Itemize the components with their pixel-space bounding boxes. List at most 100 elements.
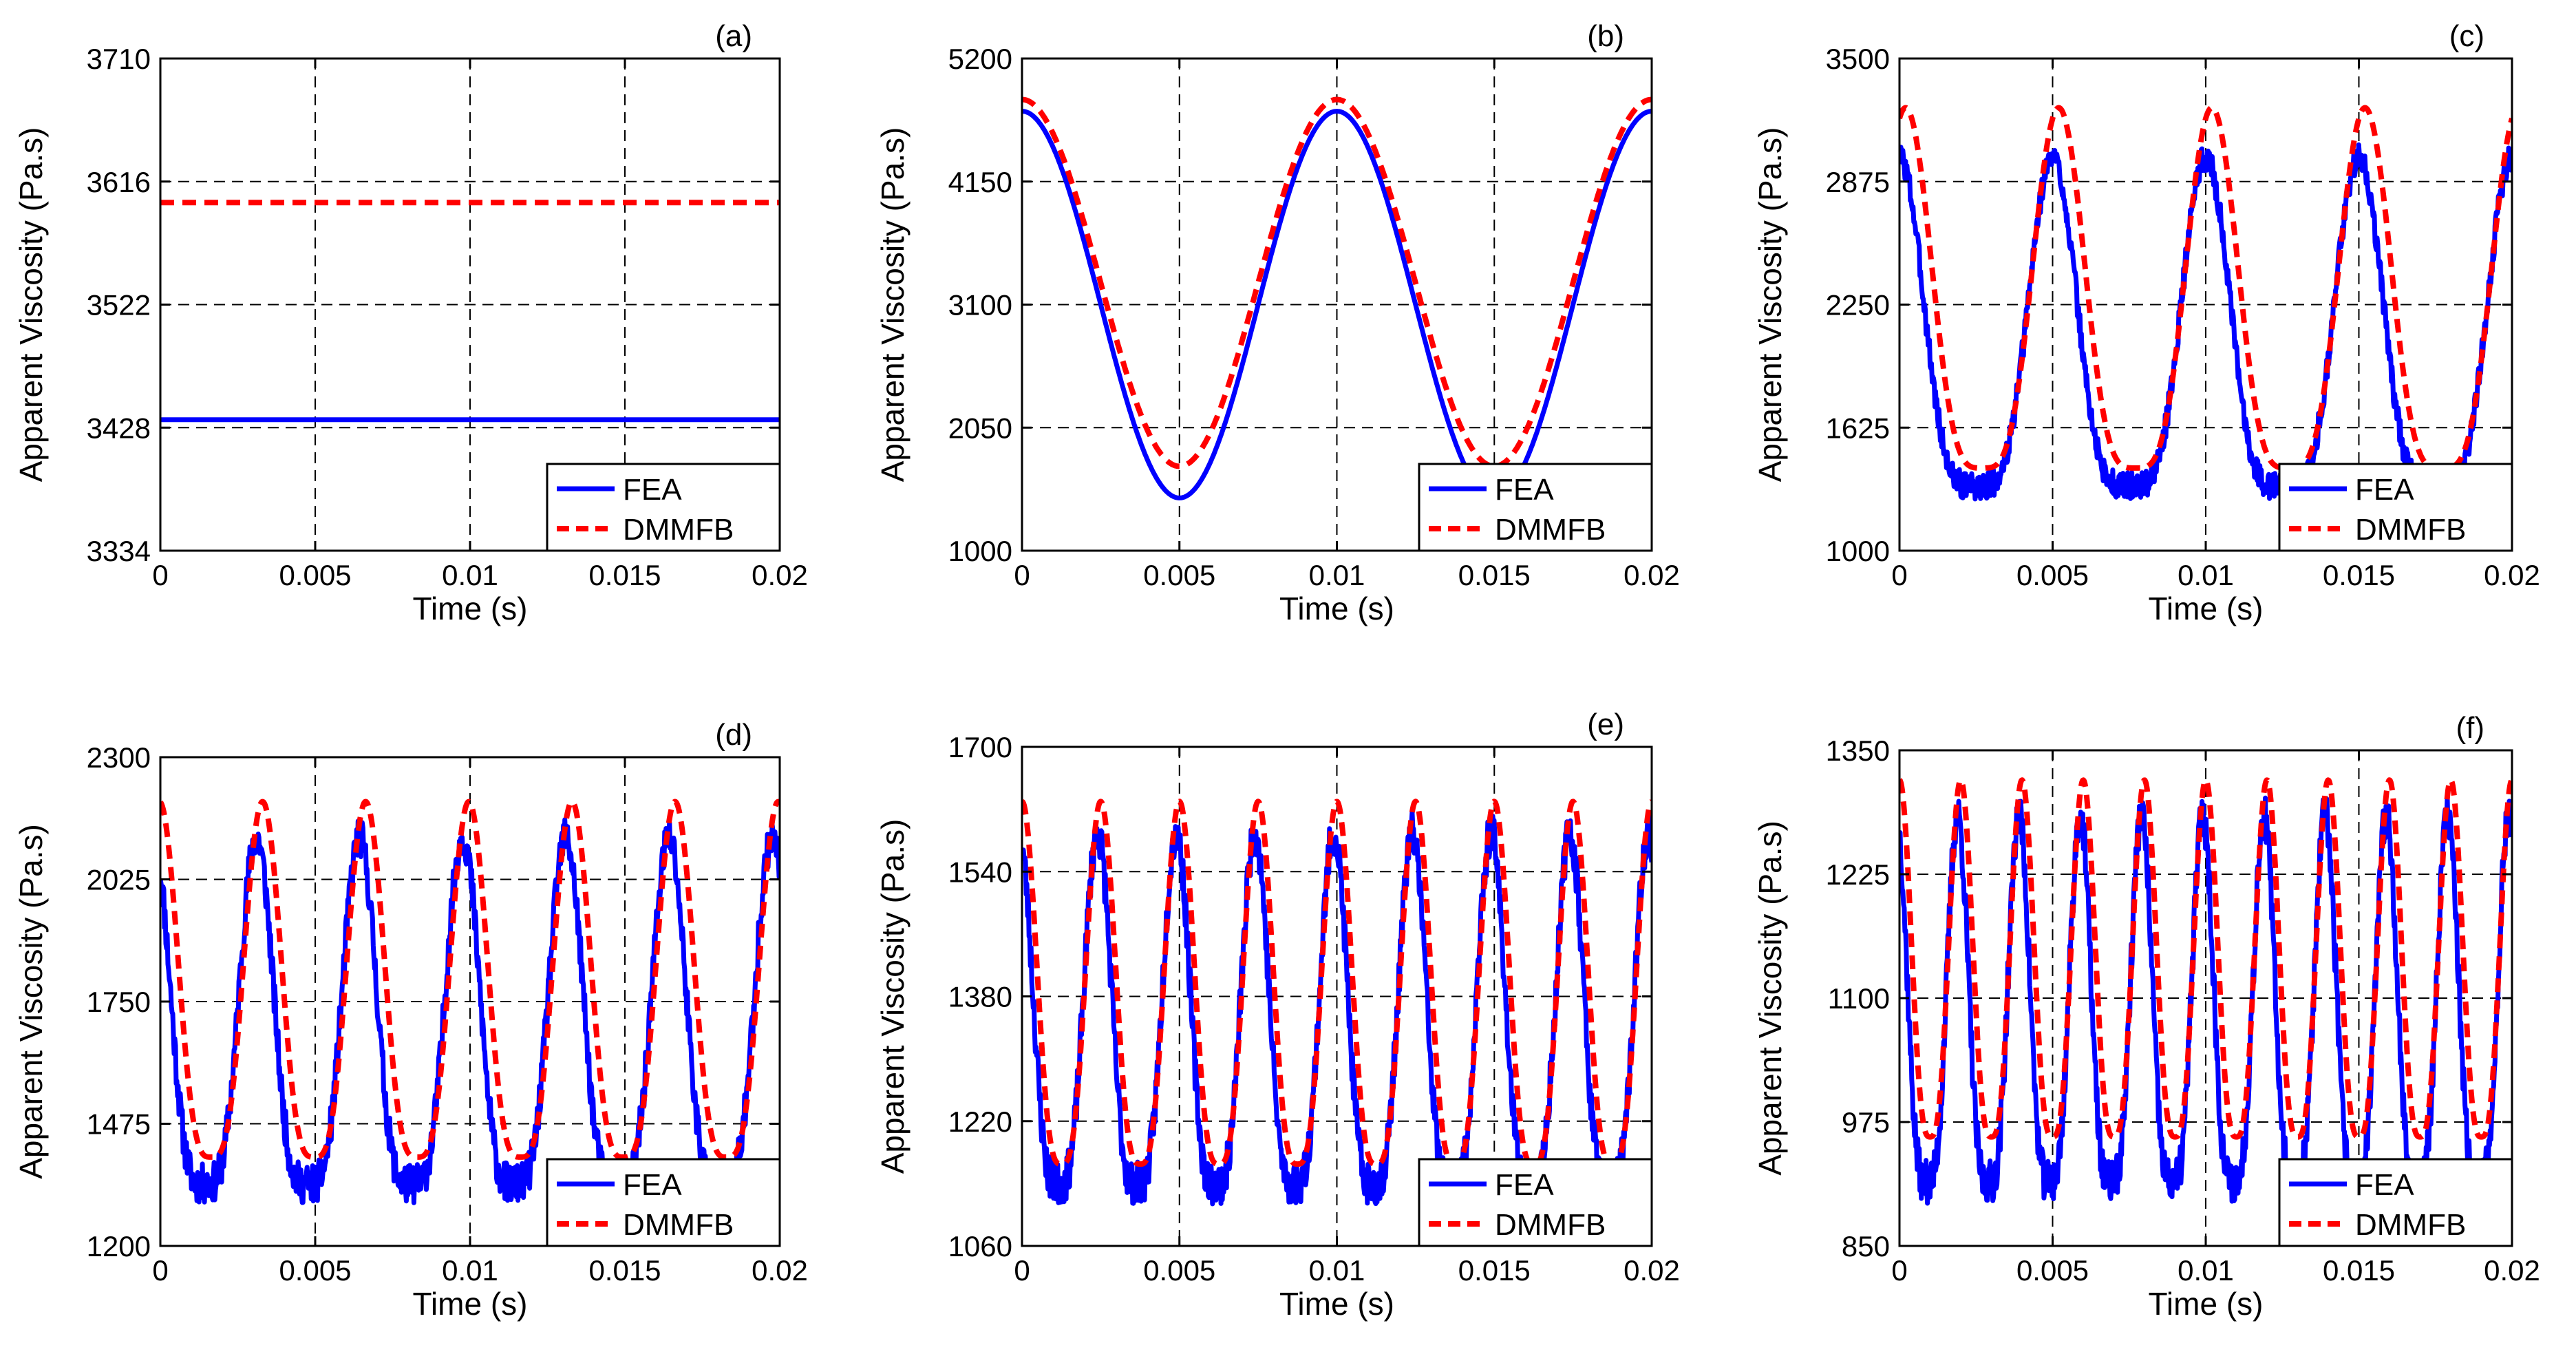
legend-label-fea: FEA (2355, 473, 2414, 507)
series-line-dmmfb (160, 798, 780, 1160)
x-axis-label: Time (s) (2149, 591, 2264, 626)
legend: FEA DMMFB (2278, 1158, 2513, 1247)
x-tick-label: 0.02 (752, 1254, 808, 1287)
x-tick-label: 0 (152, 1254, 168, 1287)
x-tick-label: 0.005 (2016, 1254, 2089, 1287)
y-tick-label: 1475 (87, 1108, 151, 1141)
y-axis-label: Apparent Viscosity (Pa.s) (1752, 821, 1788, 1176)
plot-area (1022, 798, 1652, 1208)
x-axis-label: Time (s) (413, 1286, 528, 1322)
y-tick-label: 3522 (87, 289, 151, 321)
legend-box (2278, 1158, 2513, 1247)
x-tick-label: 0.015 (2323, 559, 2395, 591)
legend-label-dmmfb: DMMFB (1495, 1208, 1606, 1242)
legend-label-fea: FEA (1495, 1168, 1554, 1202)
x-tick-label: 0.01 (2178, 1254, 2234, 1287)
y-tick-label: 1220 (948, 1106, 1012, 1138)
y-tick-label: 5200 (948, 43, 1012, 75)
x-tick-label: 0.01 (1309, 559, 1365, 591)
legend: FEA DMMFB (546, 463, 781, 552)
x-tick-label: 0.015 (1458, 1254, 1531, 1287)
y-tick-label: 850 (1842, 1230, 1890, 1262)
panel-tag: (e) (1587, 708, 1624, 741)
legend-label-dmmfb: DMMFB (2355, 513, 2466, 547)
y-tick-label: 3616 (87, 166, 151, 198)
y-tick-label: 1100 (1828, 982, 1890, 1015)
series-line-dmmfb (1022, 798, 1652, 1167)
legend-label-fea: FEA (623, 1168, 682, 1202)
y-tick-label: 1000 (948, 535, 1012, 567)
x-tick-label: 0.015 (1458, 559, 1531, 591)
x-tick-label: 0.01 (442, 1254, 498, 1287)
legend-label-dmmfb: DMMFB (623, 513, 734, 547)
plot-area (160, 200, 780, 423)
series-line-dmmfb (1899, 105, 2512, 471)
x-tick-label: 0 (1891, 559, 1907, 591)
legend-label-dmmfb: DMMFB (1495, 513, 1606, 547)
legend-label-fea: FEA (1495, 473, 1554, 507)
y-tick-label: 1060 (948, 1230, 1012, 1262)
series-line-dmmfb (1022, 96, 1652, 469)
x-tick-label: 0.005 (1143, 559, 1215, 591)
x-tick-label: 0 (152, 559, 168, 591)
y-axis-label: Apparent Viscosity (Pa.s) (875, 819, 911, 1174)
y-axis-label: Apparent Viscosity (Pa.s) (1752, 127, 1788, 483)
panel-tag: (c) (2449, 19, 2484, 53)
legend-box (546, 463, 781, 552)
legend-label-dmmfb: DMMFB (623, 1208, 734, 1242)
y-tick-label: 3100 (948, 289, 1012, 321)
y-tick-label: 975 (1842, 1106, 1890, 1139)
series-line-fea (1022, 109, 1652, 500)
series-line-fea (1899, 142, 2512, 502)
legend-box (546, 1158, 781, 1247)
x-tick-label: 0.015 (588, 559, 661, 591)
x-axis-label: Time (s) (1279, 591, 1394, 626)
y-axis-label: Apparent Viscosity (Pa.s) (13, 127, 49, 483)
series-line-fea (160, 817, 780, 1205)
panel-tag: (f) (2456, 711, 2484, 745)
y-tick-label: 2050 (948, 412, 1012, 444)
legend-label-fea: FEA (2355, 1168, 2414, 1202)
legend-label-dmmfb: DMMFB (2355, 1208, 2466, 1242)
x-tick-label: 0.02 (752, 559, 808, 591)
grid-lines (1899, 59, 2512, 551)
x-tick-label: 0 (1014, 1254, 1030, 1287)
x-tick-label: 0.01 (2178, 559, 2234, 591)
y-tick-label: 1700 (948, 731, 1012, 763)
y-tick-label: 1225 (1826, 858, 1890, 891)
x-tick-label: 0.01 (442, 559, 498, 591)
legend: FEA DMMFB (546, 1158, 781, 1247)
y-axis-label: Apparent Viscosity (Pa.s) (875, 127, 911, 483)
y-tick-label: 2875 (1826, 166, 1890, 198)
y-tick-label: 2025 (87, 864, 151, 896)
panel-tag: (d) (715, 718, 752, 752)
x-tick-label: 0.015 (2323, 1254, 2395, 1287)
x-tick-label: 0.02 (2484, 559, 2540, 591)
y-tick-label: 1625 (1826, 412, 1890, 444)
x-tick-label: 0.015 (588, 1254, 661, 1287)
plot-area (160, 798, 780, 1205)
legend-label-fea: FEA (623, 473, 682, 507)
chart-panel-d: 0 0.005 0.01 0.015 0.02 1200 1475 1750 2025 2300 T… (13, 718, 808, 1322)
x-tick-label: 0 (1014, 559, 1030, 591)
chart-panel-f: 0 0.005 0.01 0.015 0.02 850 975 1100 1225 1350 Tim… (1752, 711, 2540, 1322)
y-tick-label: 1380 (948, 981, 1012, 1013)
y-tick-label: 2250 (1826, 289, 1890, 321)
y-tick-label: 3334 (87, 535, 151, 567)
legend-box (1418, 1158, 1653, 1247)
x-axis-label: Time (s) (2149, 1286, 2264, 1322)
legend: FEA DMMFB (2278, 463, 2513, 552)
x-axis-label: Time (s) (1279, 1286, 1394, 1322)
chart-panel-a: 0 0.005 0.01 0.015 0.02 3334 3428 3522 3616 3710 T… (13, 19, 808, 626)
y-tick-label: 4150 (948, 166, 1012, 198)
chart-panel-c: 0 0.005 0.01 0.015 0.02 1000 1625 2250 2875 3500 T… (1752, 19, 2540, 626)
x-tick-label: 0.005 (2016, 559, 2089, 591)
y-tick-label: 1540 (948, 856, 1012, 888)
panel-tag: (a) (715, 19, 752, 53)
chart-panel-b: 0 0.005 0.01 0.015 0.02 1000 2050 3100 4150 5200 T… (875, 19, 1680, 626)
x-tick-label: 0 (1891, 1254, 1907, 1287)
grid-lines (160, 59, 780, 551)
y-tick-label: 3710 (87, 43, 151, 75)
legend-box (2278, 463, 2513, 552)
